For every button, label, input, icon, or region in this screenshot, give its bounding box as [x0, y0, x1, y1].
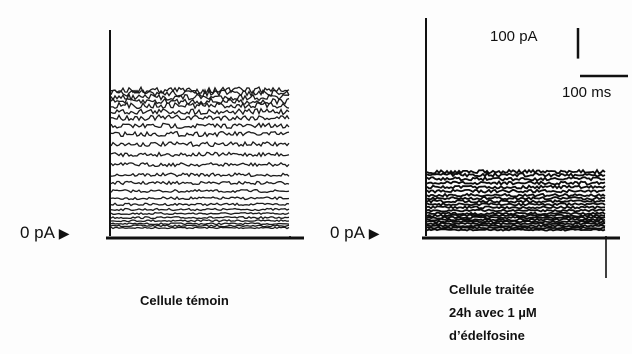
treated-caption: Cellule traitée 24h avec 1 µM d’édelfosi… [449, 278, 537, 347]
treated-caption-line-3: d’édelfosine [449, 328, 525, 343]
control-zero-label: 0 pA ▶ [20, 223, 70, 243]
treated-trace [426, 208, 606, 213]
control-trace [110, 107, 290, 116]
treated-caption-line-1: Cellule traitée [449, 282, 535, 297]
control-trace [110, 130, 290, 138]
treated-trace [426, 221, 606, 226]
control-trace [110, 195, 290, 201]
treated-zero-text: 0 pA [330, 223, 365, 242]
control-trace [110, 113, 290, 122]
control-trace [110, 219, 290, 223]
control-trace [110, 88, 290, 98]
control-trace [110, 140, 290, 148]
treated-trace [426, 168, 606, 175]
treated-caption-line-2: 24h avec 1 µM [449, 305, 537, 320]
treated-trace [427, 217, 606, 222]
control-zero-text: 0 pA [20, 223, 55, 242]
treated-trace [426, 226, 606, 230]
treated-trace [426, 192, 606, 198]
current-scale-label: 100 pA [490, 28, 538, 45]
control-trace [110, 211, 290, 216]
control-caption: Cellule témoin [140, 289, 229, 312]
treated-trace [426, 175, 606, 182]
treated-trace [426, 202, 606, 207]
control-trace [110, 161, 290, 168]
treated-trace [426, 219, 606, 224]
control-caption-line: Cellule témoin [140, 293, 229, 308]
control-trace [110, 151, 290, 158]
control-trace [110, 224, 290, 228]
control-trace [110, 172, 290, 178]
treated-trace [426, 195, 606, 201]
control-trace [110, 92, 290, 102]
treated-trace [426, 179, 606, 186]
control-trace [110, 207, 290, 212]
control-zero-arrow-icon: ▶ [58, 225, 70, 241]
treated-trace [426, 223, 606, 228]
control-trace [110, 202, 290, 207]
control-trace [111, 100, 290, 110]
treated-trace [426, 171, 606, 178]
treated-trace [426, 188, 606, 194]
control-trace [110, 188, 290, 194]
treated-trace [426, 228, 606, 232]
treated-trace [426, 211, 606, 216]
control-trace [110, 222, 290, 226]
control-trace [110, 215, 290, 220]
control-trace [110, 122, 290, 130]
treated-trace [426, 205, 606, 210]
treated-zero-label: 0 pA ▶ [330, 223, 380, 243]
control-trace [110, 85, 290, 95]
control-trace [110, 97, 290, 106]
control-trace [110, 226, 290, 230]
time-scale-label: 100 ms [562, 84, 612, 101]
treated-zero-arrow-icon: ▶ [368, 225, 380, 241]
control-trace [110, 180, 290, 186]
treated-trace [426, 198, 606, 204]
treated-trace [426, 184, 606, 190]
